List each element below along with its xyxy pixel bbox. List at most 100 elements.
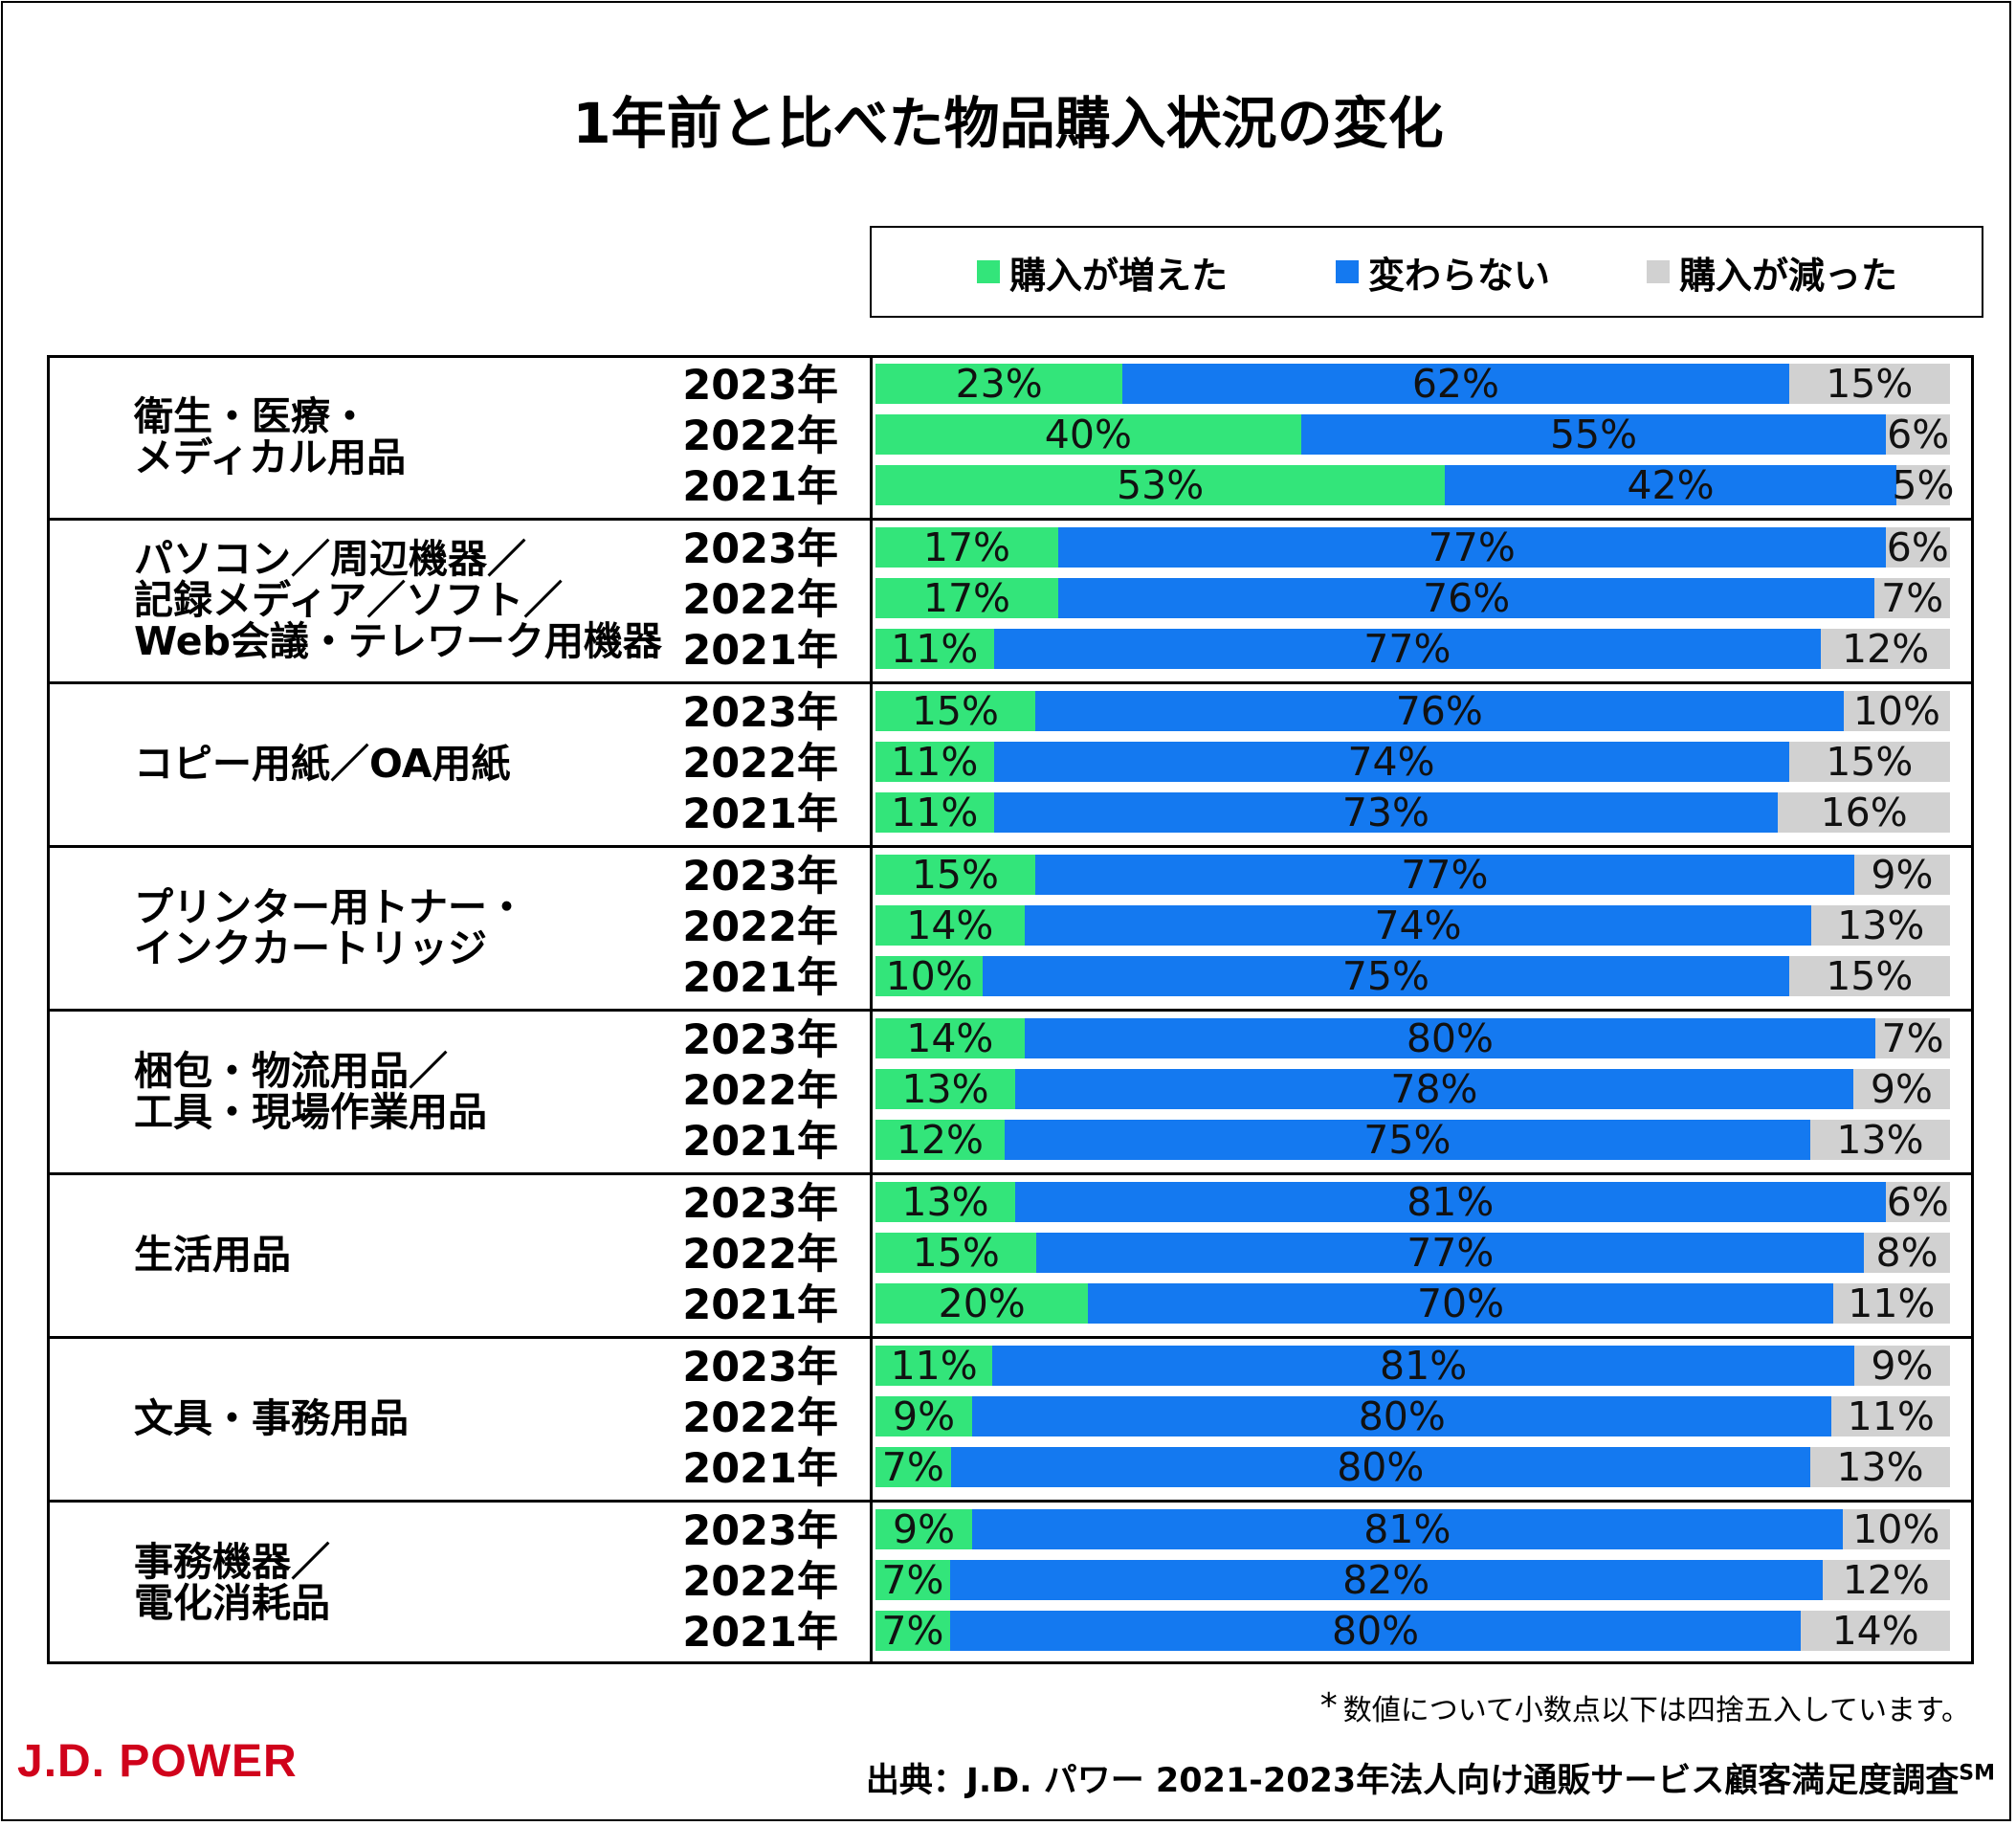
- data-label-unchanged: 80%: [1337, 1444, 1425, 1490]
- bar-segment-increased: [875, 578, 1058, 618]
- year-label: 2021年: [682, 627, 838, 675]
- data-label-unchanged: 80%: [1332, 1608, 1420, 1654]
- bar-row: 9% 81% 10%: [875, 1509, 1950, 1549]
- data-label-unchanged: 78%: [1390, 1066, 1478, 1112]
- chart-title: 1年前と比べた物品購入状況の変化: [572, 91, 1444, 156]
- bar-segment-unchanged: [1034, 855, 1854, 895]
- note-mark: *: [1319, 1686, 1338, 1726]
- bar-row: 40% 55% 6%: [875, 414, 1950, 455]
- bar-segment-decreased: [1874, 578, 1950, 618]
- data-label-increased: 23%: [955, 361, 1043, 407]
- bar-row: 9% 80% 11%: [875, 1396, 1950, 1436]
- year-label: 2023年: [682, 1180, 838, 1228]
- year-label: 2023年: [682, 525, 838, 573]
- year-label: 2021年: [682, 954, 838, 1002]
- data-label-decreased: 11%: [1848, 1280, 1936, 1326]
- bar-segment-increased: [875, 1611, 950, 1651]
- bar-segment-unchanged: [1014, 1069, 1853, 1109]
- bar-segment-unchanged: [1004, 1120, 1810, 1160]
- year-label: 2023年: [682, 853, 838, 901]
- bar-segment-increased: [875, 1346, 993, 1386]
- group-divider: [47, 681, 1974, 684]
- bar-segment-increased: [875, 1560, 950, 1600]
- data-label-decreased: 6%: [1887, 412, 1950, 457]
- data-label-unchanged: 70%: [1416, 1280, 1505, 1326]
- rounding-note: * 数値について小数点以下は四捨五入しています。: [1320, 1686, 1970, 1728]
- bar-segment-decreased: [1810, 1120, 1950, 1160]
- data-label-increased: 9%: [893, 1393, 956, 1439]
- bar-row: 13% 78% 9%: [875, 1069, 1950, 1109]
- bar-segment-unchanged: [1014, 1182, 1886, 1222]
- data-label-decreased: 12%: [1842, 1557, 1930, 1603]
- category-label: 衛生・医療・ メディカル用品: [134, 392, 407, 480]
- category-label: 事務機器／ 電化消耗品: [134, 1538, 330, 1626]
- bar-row: 11% 73% 16%: [875, 792, 1950, 833]
- bar-segment-decreased: [1788, 742, 1950, 782]
- year-label: 2023年: [682, 1344, 838, 1392]
- bar-segment-increased: [875, 1182, 1015, 1222]
- data-label-decreased: 14%: [1831, 1608, 1919, 1654]
- year-label: 2023年: [682, 1016, 838, 1064]
- service-mark: SM: [1959, 1761, 1995, 1786]
- bar-row: 7% 80% 13%: [875, 1447, 1950, 1487]
- group-divider: [47, 1009, 1974, 1012]
- bar-segment-increased: [875, 414, 1301, 455]
- bar-segment-decreased: [1810, 1447, 1950, 1487]
- bar-segment-decreased: [1788, 364, 1950, 404]
- data-label-decreased: 11%: [1847, 1393, 1935, 1439]
- bar-segment-unchanged: [972, 1396, 1832, 1436]
- data-label-decreased: 7%: [1881, 1015, 1944, 1061]
- data-label-decreased: 8%: [1875, 1230, 1938, 1276]
- data-label-unchanged: 74%: [1374, 902, 1462, 948]
- bar-row: 17% 77% 6%: [875, 527, 1950, 568]
- bar-segment-unchanged: [992, 1346, 1854, 1386]
- bar-segment-decreased: [1842, 1509, 1950, 1549]
- data-label-decreased: 5%: [1892, 462, 1955, 508]
- data-label-decreased: 12%: [1842, 626, 1930, 672]
- year-label: 2022年: [682, 412, 838, 460]
- data-label-increased: 14%: [906, 902, 994, 948]
- data-label-increased: 40%: [1044, 412, 1132, 457]
- data-label-increased: 11%: [891, 739, 979, 785]
- data-label-decreased: 9%: [1871, 1343, 1934, 1389]
- year-label: 2022年: [682, 1558, 838, 1606]
- bar-segment-increased: [875, 1018, 1025, 1058]
- bar-row: 14% 80% 7%: [875, 1018, 1950, 1058]
- bar-row: 17% 76% 7%: [875, 578, 1950, 618]
- group-divider: [47, 1500, 1974, 1503]
- data-label-increased: 10%: [885, 953, 973, 999]
- data-label-unchanged: 77%: [1363, 626, 1451, 672]
- bar-segment-increased: [875, 1509, 973, 1549]
- bar-row: 15% 76% 10%: [875, 691, 1950, 731]
- bar-row: 7% 82% 12%: [875, 1560, 1950, 1600]
- data-label-increased: 14%: [906, 1015, 994, 1061]
- data-label-decreased: 6%: [1886, 524, 1949, 570]
- year-label: 2021年: [682, 1445, 838, 1493]
- bar-segment-increased: [875, 1396, 973, 1436]
- data-label-decreased: 10%: [1852, 688, 1940, 734]
- data-label-increased: 7%: [881, 1444, 944, 1490]
- bar-row: 14% 74% 13%: [875, 905, 1950, 946]
- year-label: 2022年: [682, 1394, 838, 1442]
- bar-row: 11% 77% 12%: [875, 629, 1950, 669]
- data-label-increased: 11%: [891, 626, 979, 672]
- bar-segment-increased: [875, 465, 1446, 505]
- bar-segment-decreased: [1853, 855, 1950, 895]
- category-label: コピー用紙／OA用紙: [134, 741, 511, 787]
- legend-item-unchanged: 変わらない: [1336, 228, 1550, 316]
- bar-row: 15% 77% 8%: [875, 1233, 1950, 1273]
- data-label-increased: 15%: [911, 852, 999, 898]
- data-label-increased: 7%: [881, 1608, 944, 1654]
- data-label-unchanged: 55%: [1549, 412, 1638, 457]
- bar-row: 7% 80% 14%: [875, 1611, 1950, 1651]
- bar-segment-decreased: [1895, 465, 1950, 505]
- year-label: 2022年: [682, 576, 838, 624]
- bar-segment-unchanged: [1057, 578, 1875, 618]
- year-label: 2022年: [682, 1231, 838, 1279]
- bar-segment-unchanged: [1024, 905, 1812, 946]
- data-label-increased: 13%: [901, 1066, 989, 1112]
- bar-row: 53% 42% 5%: [875, 465, 1954, 505]
- bar-segment-unchanged: [1300, 414, 1887, 455]
- year-label: 2023年: [682, 689, 838, 737]
